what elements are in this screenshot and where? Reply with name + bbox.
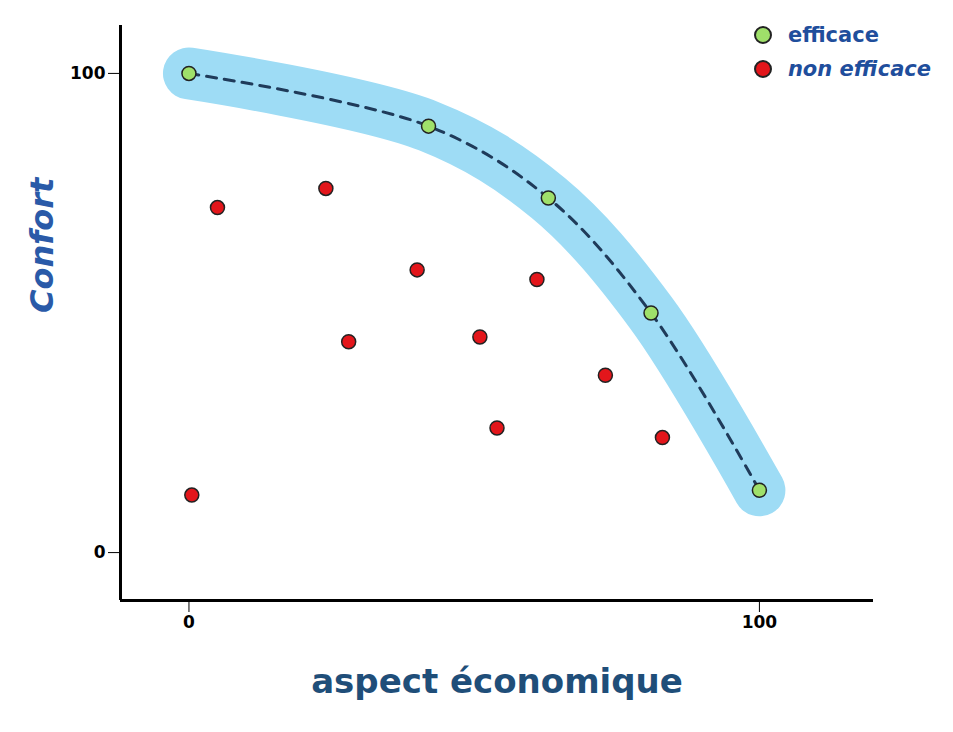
svg-text:Confort: Confort <box>23 176 61 313</box>
svg-text:100: 100 <box>742 612 778 632</box>
svg-text:100: 100 <box>70 63 106 83</box>
svg-text:aspect économique: aspect économique <box>311 661 683 701</box>
svg-text:0: 0 <box>94 542 106 562</box>
html-text:efficace: efficace <box>787 23 879 47</box>
svg-text:0: 0 <box>183 612 195 632</box>
html-text:non efficace: non efficace <box>787 57 931 81</box>
